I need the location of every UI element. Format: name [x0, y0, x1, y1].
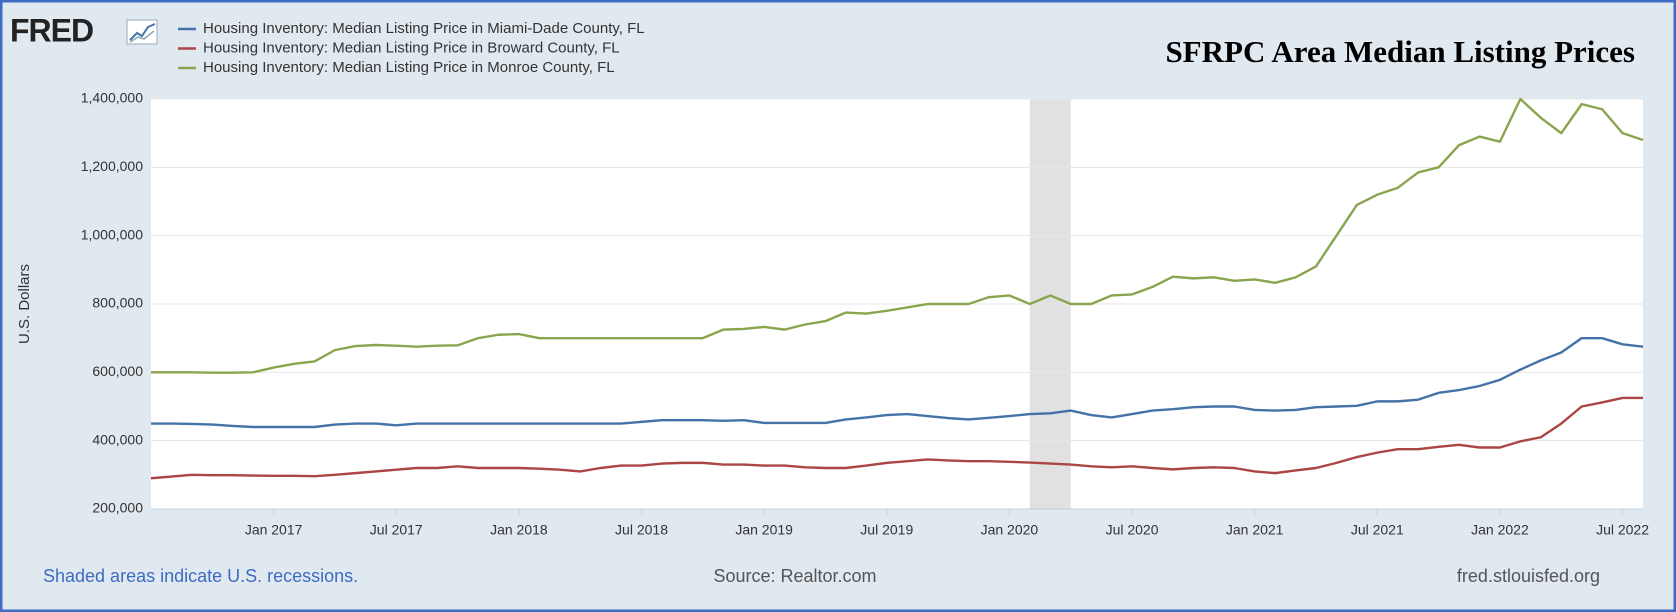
x-tick-label: Jul 2017	[370, 522, 423, 538]
x-tick-label: Jan 2017	[245, 522, 303, 538]
chart-title: SFRPC Area Median Listing Prices	[1165, 34, 1635, 69]
x-tick-label: Jul 2021	[1351, 522, 1404, 538]
y-tick-label: 1,000,000	[81, 226, 143, 242]
y-tick-label: 1,200,000	[81, 158, 143, 174]
recession-note: Shaded areas indicate U.S. recessions.	[43, 566, 358, 586]
x-tick-label: Jan 2021	[1226, 522, 1284, 538]
logo: FRED	[10, 12, 93, 48]
legend-label: Housing Inventory: Median Listing Price …	[203, 59, 615, 76]
logo-icon	[126, 19, 158, 45]
y-tick-label: 200,000	[92, 500, 143, 516]
site: fred.stlouisfed.org	[1457, 566, 1600, 586]
x-tick-label: Jul 2019	[860, 522, 913, 538]
legend-label: Housing Inventory: Median Listing Price …	[203, 39, 620, 56]
legend-label: Housing Inventory: Median Listing Price …	[203, 20, 645, 37]
series-line	[151, 336, 1644, 429]
x-tick-label: Jul 2018	[615, 522, 668, 538]
x-tick-label: Jul 2022	[1596, 522, 1649, 538]
x-tick-label: Jan 2018	[490, 522, 548, 538]
x-tick-label: Jan 2019	[735, 522, 793, 538]
x-tick-label: Jan 2020	[981, 522, 1039, 538]
series-line	[150, 396, 1643, 480]
y-axis-label: U.S. Dollars	[16, 264, 33, 344]
y-tick-label: 600,000	[92, 363, 143, 379]
series-line	[151, 97, 1644, 374]
x-tick-label: Jan 2022	[1471, 522, 1529, 538]
y-tick-label: 1,400,000	[81, 90, 143, 106]
y-tick-label: 400,000	[92, 431, 143, 447]
y-tick-label: 800,000	[92, 295, 143, 311]
source: Source: Realtor.com	[713, 566, 876, 586]
x-tick-label: Jul 2020	[1106, 522, 1159, 538]
